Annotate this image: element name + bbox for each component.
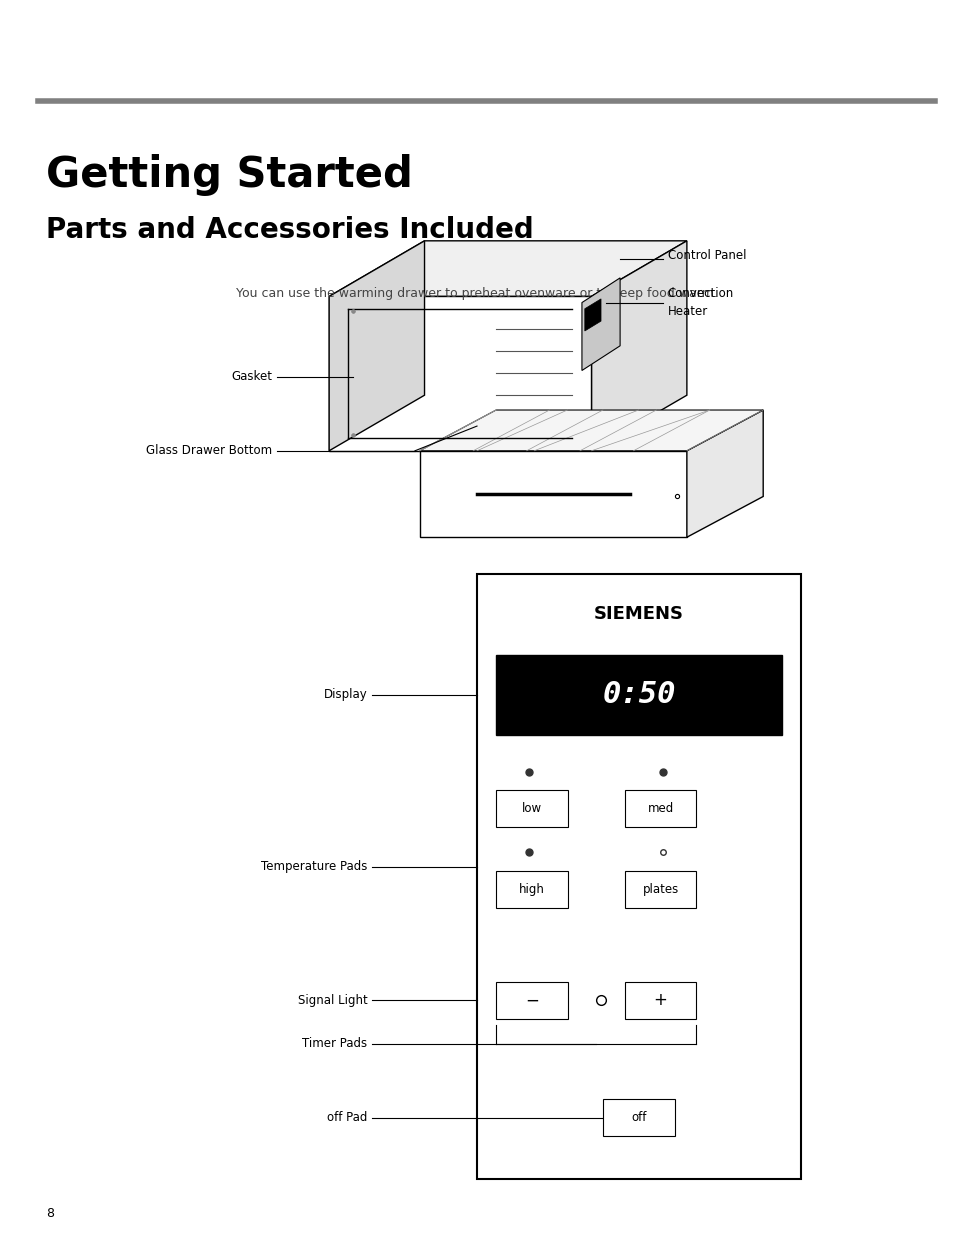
Polygon shape bbox=[419, 451, 686, 537]
Text: off: off bbox=[631, 1112, 646, 1124]
Polygon shape bbox=[329, 241, 424, 451]
Text: Getting Started: Getting Started bbox=[46, 154, 413, 196]
FancyBboxPatch shape bbox=[496, 871, 567, 908]
FancyBboxPatch shape bbox=[496, 790, 567, 827]
Text: off Pad: off Pad bbox=[327, 1112, 367, 1124]
FancyBboxPatch shape bbox=[624, 982, 696, 1019]
Text: high: high bbox=[518, 883, 544, 895]
Text: 0:50: 0:50 bbox=[601, 680, 676, 709]
Text: Glass Drawer Bottom: Glass Drawer Bottom bbox=[146, 445, 272, 457]
FancyBboxPatch shape bbox=[476, 574, 801, 1179]
FancyBboxPatch shape bbox=[624, 790, 696, 827]
Text: Timer Pads: Timer Pads bbox=[302, 1037, 367, 1050]
FancyBboxPatch shape bbox=[602, 1099, 674, 1136]
FancyBboxPatch shape bbox=[624, 871, 696, 908]
Text: Heater: Heater bbox=[667, 305, 707, 317]
Polygon shape bbox=[581, 278, 619, 370]
Text: +: + bbox=[653, 992, 667, 1009]
FancyBboxPatch shape bbox=[496, 982, 567, 1019]
Text: Convection: Convection bbox=[667, 288, 733, 300]
Polygon shape bbox=[584, 299, 600, 331]
Text: SIEMENS: SIEMENS bbox=[594, 605, 683, 624]
Text: Control Panel: Control Panel bbox=[667, 249, 745, 262]
FancyBboxPatch shape bbox=[496, 655, 781, 735]
Text: Display: Display bbox=[323, 688, 367, 701]
Text: Temperature Pads: Temperature Pads bbox=[260, 861, 367, 873]
Polygon shape bbox=[329, 241, 686, 296]
Text: low: low bbox=[521, 803, 541, 815]
Polygon shape bbox=[329, 296, 591, 451]
Text: −: − bbox=[524, 992, 538, 1009]
Polygon shape bbox=[419, 410, 762, 451]
Text: plates: plates bbox=[642, 883, 678, 895]
Text: Signal Light: Signal Light bbox=[297, 994, 367, 1007]
Text: Parts and Accessories Included: Parts and Accessories Included bbox=[46, 216, 533, 245]
Polygon shape bbox=[591, 241, 686, 451]
Text: You can use the warming drawer to preheat ovenware or to keep food warm.: You can use the warming drawer to prehea… bbox=[236, 287, 717, 300]
Polygon shape bbox=[686, 410, 762, 537]
Text: Gasket: Gasket bbox=[231, 370, 272, 383]
Text: med: med bbox=[647, 803, 673, 815]
Text: 8: 8 bbox=[46, 1207, 53, 1220]
